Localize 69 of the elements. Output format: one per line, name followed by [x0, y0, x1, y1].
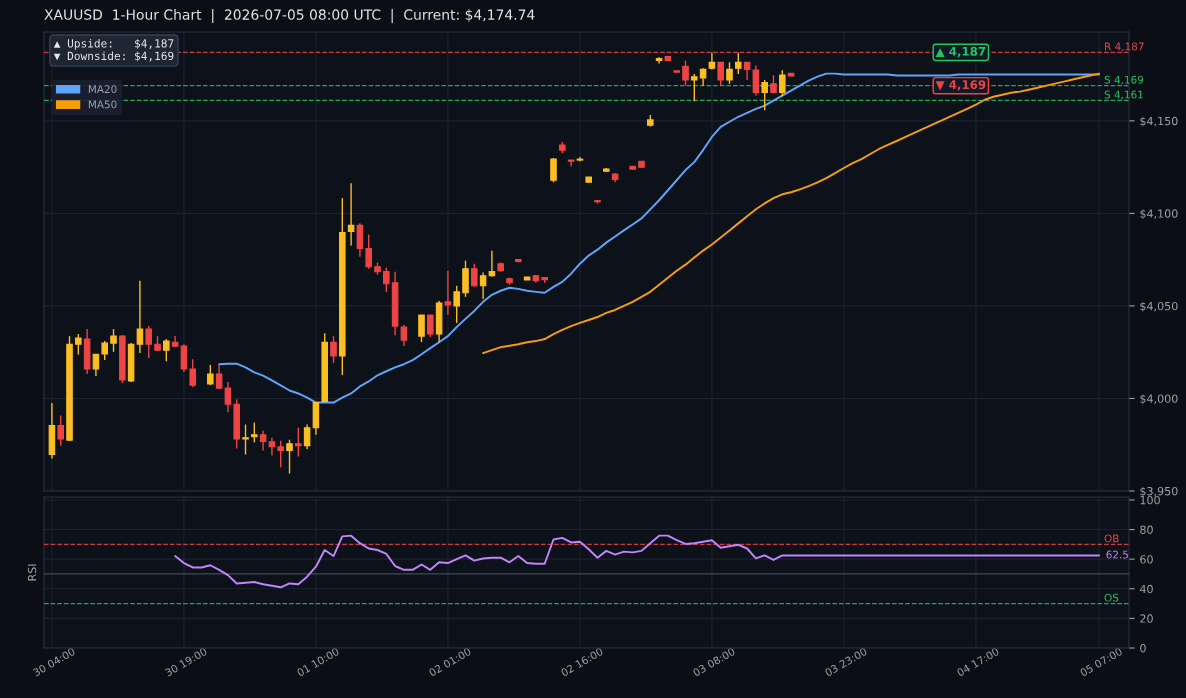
legend-label: MA50 — [88, 100, 117, 109]
y-tick-label: $4,100 — [1140, 209, 1178, 220]
candlestick — [259, 429, 267, 452]
y-tick-label: 40 — [1139, 584, 1153, 594]
candlestick — [427, 314, 434, 338]
candlestick — [136, 280, 144, 354]
line-series — [218, 72, 1101, 404]
candlestick — [400, 324, 408, 347]
annotation: 62.5 — [1106, 550, 1128, 559]
candlestick — [286, 439, 293, 475]
candlestick — [330, 335, 337, 364]
candlestick — [726, 61, 733, 85]
candlestick — [251, 421, 258, 444]
candlestick — [110, 328, 117, 353]
candlestick — [779, 69, 786, 97]
candlestick — [180, 343, 188, 373]
y-tick-label: 100 — [1140, 495, 1160, 505]
candlestick — [242, 423, 249, 456]
candlestick — [365, 233, 372, 270]
candlestick — [691, 73, 698, 102]
line-series — [482, 72, 1101, 355]
candlestick — [277, 439, 284, 469]
ref-line-label: R 4,187 — [1105, 42, 1144, 52]
y-tick-label: $4,050 — [1140, 301, 1178, 312]
candlestick — [418, 314, 425, 343]
candlestick — [215, 363, 223, 390]
y-tick-label: 20 — [1140, 614, 1153, 623]
candlestick — [356, 222, 364, 258]
candlestick — [92, 353, 100, 377]
candlestick — [682, 59, 689, 87]
y-tick-label: 0 — [1140, 643, 1146, 653]
ref-line-label: S 4,169 — [1104, 75, 1144, 85]
candlestick — [57, 414, 65, 447]
candlestick — [383, 266, 390, 293]
candlestick — [224, 381, 232, 413]
candlestick — [75, 333, 82, 356]
ref-line-label: S 4,161 — [1104, 90, 1143, 100]
legend-label: MA20 — [88, 85, 117, 94]
candlestick — [550, 157, 557, 183]
annotation: ▲ Upside: $4,187 ▼ Downside: $4,169 — [53, 38, 174, 62]
candlestick — [101, 340, 109, 361]
annotation: ▼ 4,169 — [935, 80, 986, 91]
candlestick — [453, 285, 460, 324]
y-tick-label: $4,150 — [1140, 116, 1178, 127]
candlestick — [761, 79, 768, 111]
candlestick — [471, 263, 478, 288]
candlestick — [752, 64, 760, 97]
candlestick — [444, 270, 452, 316]
candlestick — [303, 423, 311, 451]
chart-title: XAUUSD 1-Hour Chart | 2026-07-05 08:00 UTC | Current: $4,174.74 — [44, 9, 535, 23]
annotation: ▲ 4,187 — [935, 46, 986, 58]
y-tick-label: 80 — [1140, 525, 1153, 534]
candlestick — [735, 52, 742, 75]
line-series — [174, 534, 1101, 589]
candlestick — [488, 250, 496, 278]
candlestick — [479, 271, 487, 300]
y-axis-title: RSI — [27, 564, 37, 581]
candlestick — [189, 358, 196, 388]
candlestick — [347, 182, 355, 247]
y-tick-label: $3,950 — [1140, 486, 1178, 497]
y-tick-label: $4,000 — [1140, 394, 1178, 405]
ref-line-label: OB — [1104, 534, 1119, 543]
ref-line-label: OS — [1104, 593, 1119, 602]
y-tick-label: 60 — [1140, 555, 1153, 564]
candlestick — [163, 338, 170, 362]
candlestick — [145, 325, 152, 359]
candlestick — [295, 427, 302, 458]
candlestick — [717, 61, 724, 87]
candlestick — [567, 159, 575, 167]
